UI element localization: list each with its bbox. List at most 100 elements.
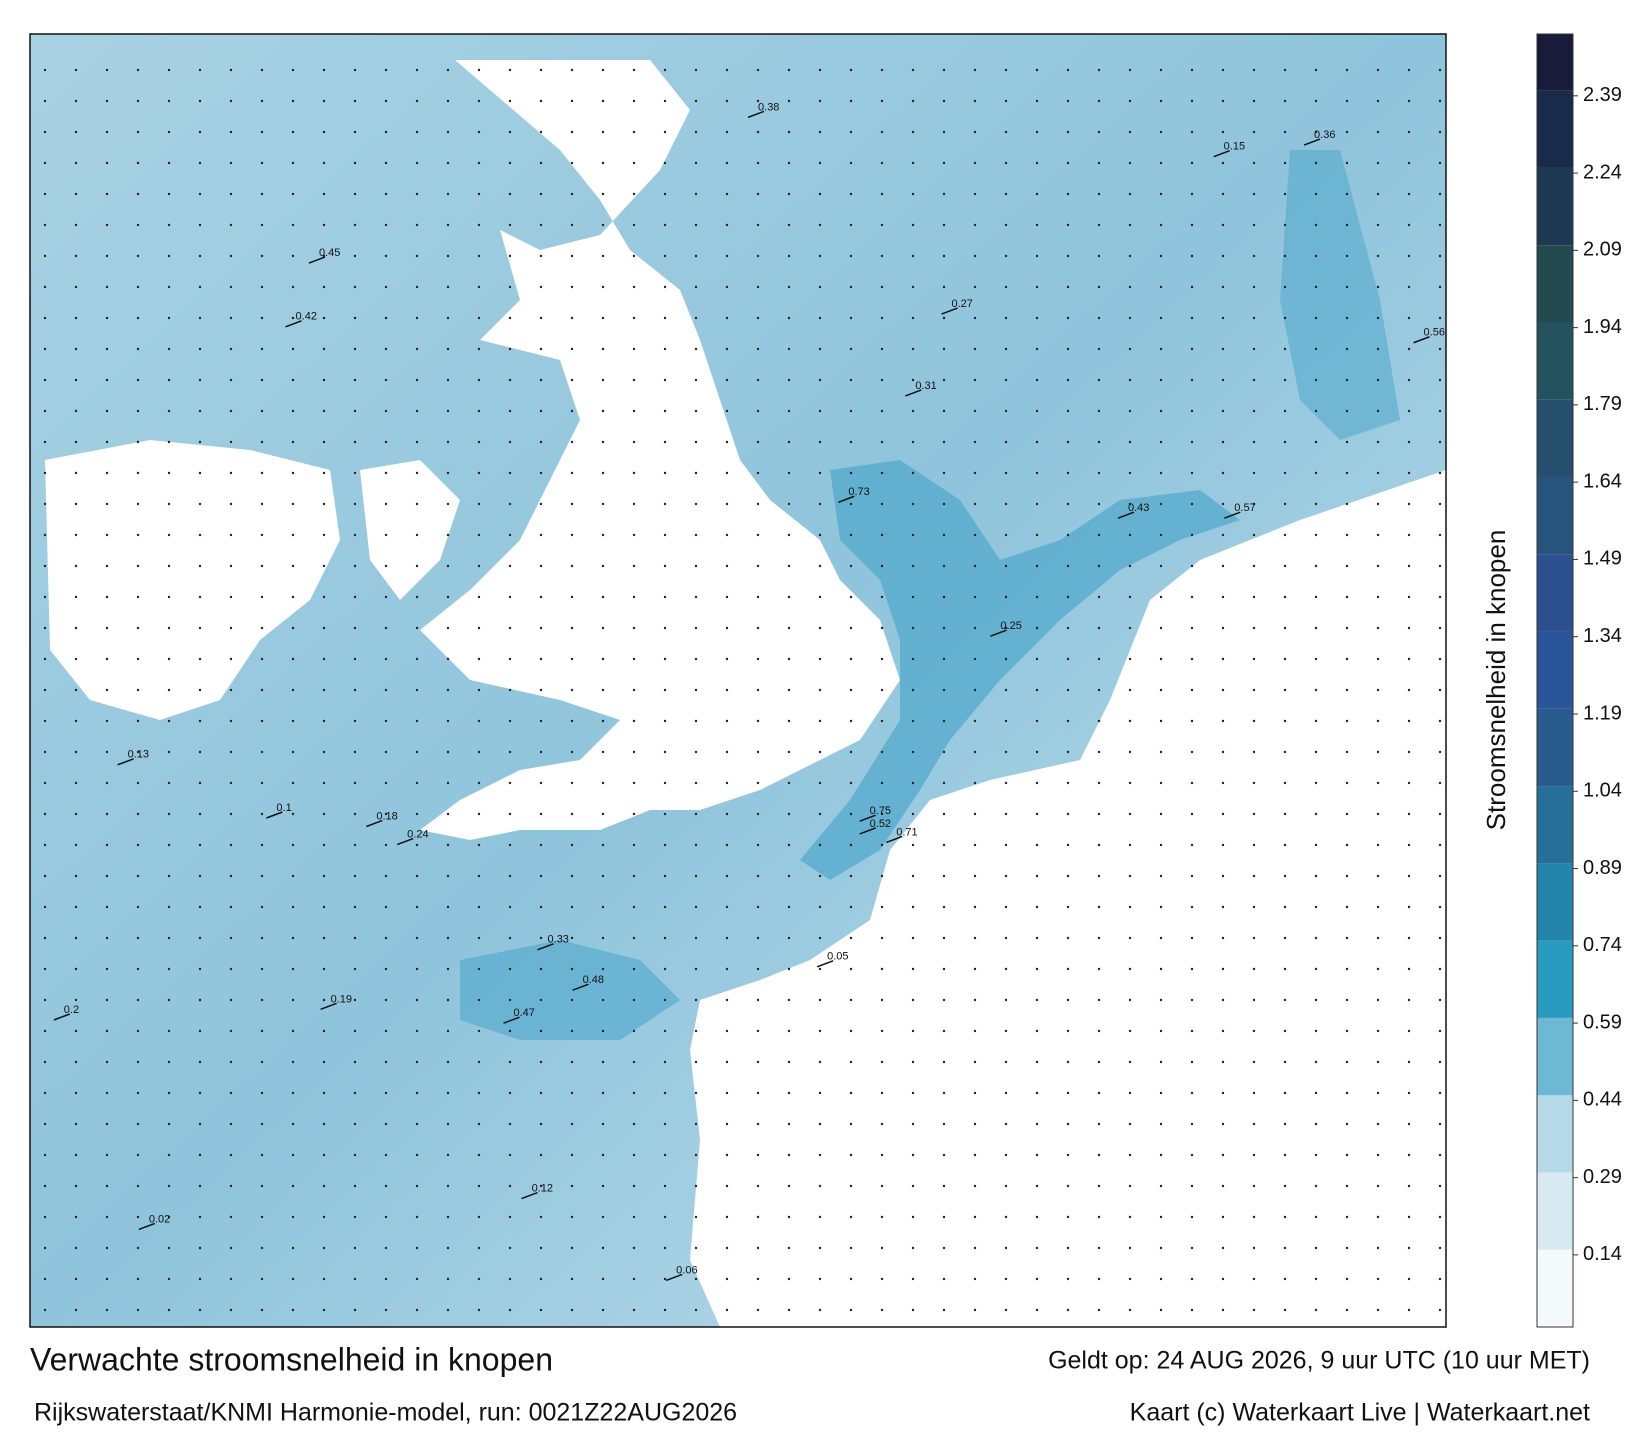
grid-dot	[1128, 99, 1132, 103]
grid-dot	[1066, 1277, 1070, 1281]
grid-dot	[229, 1122, 233, 1126]
grid-dot	[322, 347, 326, 351]
grid-dot	[973, 316, 977, 320]
grid-dot	[1345, 533, 1349, 537]
grid-dot	[1252, 1153, 1256, 1157]
grid-dot	[1035, 347, 1039, 351]
grid-dot	[1066, 502, 1070, 506]
grid-dot	[818, 1246, 822, 1250]
grid-dot	[43, 1215, 47, 1219]
grid-dot	[787, 99, 791, 103]
grid-dot	[1407, 1215, 1411, 1219]
grid-dot	[1252, 1091, 1256, 1095]
grid-dot	[725, 750, 729, 754]
grid-dot	[756, 347, 760, 351]
grid-dot	[260, 719, 264, 723]
grid-dot	[725, 130, 729, 134]
speed-label: 0.57	[1234, 502, 1255, 514]
grid-dot	[570, 874, 574, 878]
grid-dot	[1407, 595, 1411, 599]
grid-dot	[446, 812, 450, 816]
grid-dot	[477, 812, 481, 816]
grid-dot	[446, 471, 450, 475]
grid-dot	[384, 1060, 388, 1064]
grid-dot	[694, 936, 698, 940]
grid-dot	[1252, 347, 1256, 351]
grid-dot	[725, 1091, 729, 1095]
grid-dot	[1128, 192, 1132, 196]
grid-dot	[849, 781, 853, 785]
grid-dot	[167, 471, 171, 475]
grid-dot	[601, 99, 605, 103]
grid-dot	[1159, 967, 1163, 971]
grid-dot	[1190, 843, 1194, 847]
grid-dot	[725, 1215, 729, 1219]
grid-dot	[1066, 99, 1070, 103]
grid-dot	[1097, 471, 1101, 475]
grid-dot	[1097, 316, 1101, 320]
grid-dot	[291, 192, 295, 196]
grid-dot	[1314, 1184, 1318, 1188]
grid-dot	[1376, 750, 1380, 754]
grid-dot	[1159, 905, 1163, 909]
grid-dot	[1252, 223, 1256, 227]
grid-dot	[1345, 254, 1349, 258]
grid-dot	[1128, 688, 1132, 692]
grid-dot	[260, 657, 264, 661]
grid-dot	[508, 874, 512, 878]
grid-dot	[725, 316, 729, 320]
grid-dot	[167, 843, 171, 847]
grid-dot	[508, 130, 512, 134]
grid-dot	[570, 254, 574, 258]
grid-dot	[570, 502, 574, 506]
grid-dot	[1376, 781, 1380, 785]
grid-dot	[787, 347, 791, 351]
grid-dot	[508, 719, 512, 723]
grid-dot	[167, 285, 171, 289]
grid-dot	[694, 595, 698, 599]
grid-dot	[260, 905, 264, 909]
grid-dot	[1252, 285, 1256, 289]
grid-dot	[105, 1246, 109, 1250]
grid-dot	[1159, 316, 1163, 320]
grid-dot	[1004, 99, 1008, 103]
grid-dot	[1283, 626, 1287, 630]
grid-dot	[818, 750, 822, 754]
grid-dot	[508, 68, 512, 72]
grid-dot	[508, 1029, 512, 1033]
grid-dot	[663, 223, 667, 227]
grid-dot	[508, 347, 512, 351]
grid-dot	[229, 502, 233, 506]
grid-dot	[1283, 1029, 1287, 1033]
grid-dot	[105, 223, 109, 227]
grid-dot	[663, 1091, 667, 1095]
grid-dot	[663, 409, 667, 413]
grid-dot	[198, 1029, 202, 1033]
grid-dot	[911, 874, 915, 878]
grid-dot	[539, 254, 543, 258]
grid-dot	[818, 1060, 822, 1064]
grid-dot	[818, 347, 822, 351]
grid-dot	[1159, 471, 1163, 475]
grid-dot	[1438, 161, 1442, 165]
grid-dot	[1097, 161, 1101, 165]
grid-dot	[1128, 316, 1132, 320]
grid-dot	[849, 1029, 853, 1033]
grid-dot	[1035, 316, 1039, 320]
grid-dot	[880, 626, 884, 630]
grid-dot	[1128, 1091, 1132, 1095]
grid-dot	[477, 998, 481, 1002]
grid-dot	[942, 750, 946, 754]
grid-dot	[1221, 316, 1225, 320]
grid-dot	[1004, 874, 1008, 878]
grid-dot	[756, 750, 760, 754]
grid-dot	[787, 1060, 791, 1064]
grid-dot	[973, 285, 977, 289]
grid-dot	[1066, 843, 1070, 847]
grid-dot	[1097, 285, 1101, 289]
grid-dot	[1128, 1246, 1132, 1250]
grid-dot	[1407, 285, 1411, 289]
grid-dot	[663, 874, 667, 878]
grid-dot	[508, 843, 512, 847]
grid-dot	[1159, 936, 1163, 940]
